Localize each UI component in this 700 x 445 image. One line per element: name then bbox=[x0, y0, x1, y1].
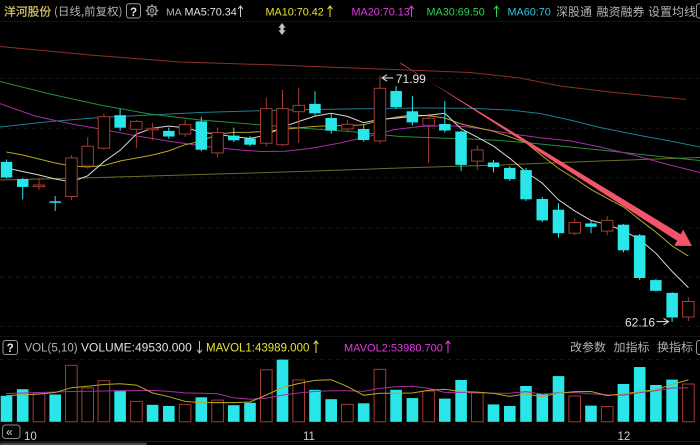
svg-text:12: 12 bbox=[618, 431, 631, 443]
svg-text:?: ? bbox=[7, 343, 14, 355]
svg-text:MAVOL1:43989.000: MAVOL1:43989.000 bbox=[206, 343, 309, 355]
svg-text:MA5:70.34: MA5:70.34 bbox=[185, 7, 237, 19]
svg-text:MA: MA bbox=[166, 7, 182, 19]
svg-text:MA60:70: MA60:70 bbox=[508, 7, 551, 19]
svg-text:71.99: 71.99 bbox=[396, 72, 426, 86]
svg-text:VOLUME:49530.000: VOLUME:49530.000 bbox=[81, 341, 192, 355]
svg-text:62.16: 62.16 bbox=[625, 315, 655, 329]
svg-text:?: ? bbox=[130, 7, 137, 19]
svg-text:10: 10 bbox=[24, 431, 37, 443]
svg-text:«: « bbox=[6, 425, 13, 439]
svg-text:MA10:70.42: MA10:70.42 bbox=[266, 7, 324, 19]
svg-text:MA30:69.50: MA30:69.50 bbox=[427, 7, 485, 19]
svg-text:MA20:70.13: MA20:70.13 bbox=[352, 7, 410, 19]
svg-text:MAVOL2:53980.700: MAVOL2:53980.700 bbox=[344, 343, 443, 355]
svg-text:11: 11 bbox=[303, 431, 315, 443]
svg-text:VOL(5,10): VOL(5,10) bbox=[25, 343, 78, 355]
